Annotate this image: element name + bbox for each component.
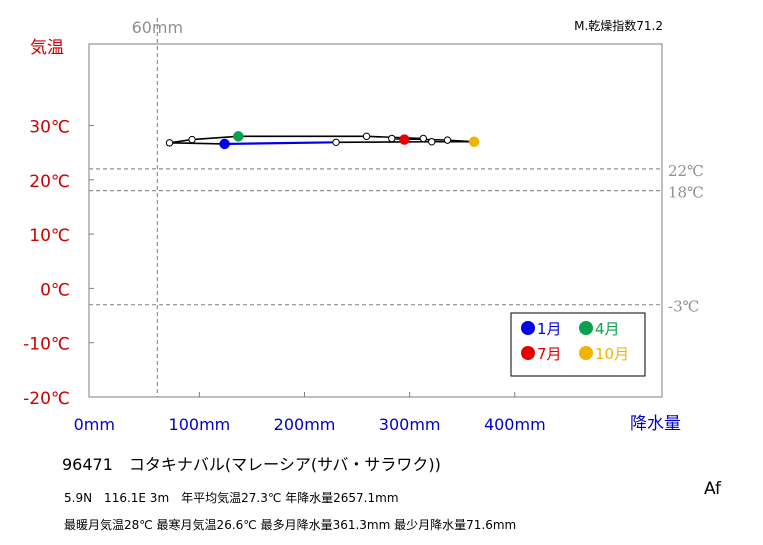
month-point-5 <box>362 132 371 141</box>
legend-marker-1 <box>521 321 535 335</box>
ref-label-temp-2: -3℃ <box>668 298 699 316</box>
legend-label-1: 1月 <box>537 320 562 338</box>
y-tick-label-5: -20℃ <box>23 389 70 409</box>
month-point-9 <box>443 136 452 144</box>
month-point-10 <box>468 136 480 148</box>
climate-series <box>165 131 480 150</box>
legend-marker-10 <box>579 346 593 360</box>
legend-marker-4 <box>579 321 593 335</box>
y-axis-title: 気温 <box>30 38 64 58</box>
annual-cycle-line <box>169 135 475 145</box>
month-point-11 <box>428 138 436 146</box>
legend: 1月 4月 7月 10月 <box>510 312 646 377</box>
y-tick-label-0: 30℃ <box>29 117 70 137</box>
station-stats-line2: 最暖月気温28℃ 最寒月気温26.6℃ 最多月降水量361.3mm 最少月降水量… <box>64 518 517 532</box>
month-point-6 <box>419 134 428 143</box>
legend-label-7: 7月 <box>537 345 562 363</box>
dryness-index-label: M.乾燥指数71.2 <box>574 18 663 33</box>
month-point-3 <box>188 135 196 144</box>
ref-label-temp-1: 18℃ <box>668 184 704 202</box>
x-tick-label-0: 0mm <box>74 415 115 434</box>
month-point-12 <box>332 138 340 146</box>
legend-marker-7 <box>521 346 535 360</box>
y-tick-label-1: 20℃ <box>29 172 70 192</box>
x-tick-label-4: 400mm <box>484 415 546 434</box>
month-point-1 <box>219 138 230 150</box>
x-axis: 0mm 100mm 200mm 300mm 400mm <box>74 392 546 434</box>
x-tick-label-2: 200mm <box>274 415 336 434</box>
ref-label-precip: 60mm <box>132 18 184 37</box>
legend-label-10: 10月 <box>595 345 629 363</box>
station-name: 96471 コタキナバル(マレーシア(サバ・サラワク)) <box>62 455 441 474</box>
y-tick-label-4: -10℃ <box>23 335 70 355</box>
month-point-4 <box>233 131 244 142</box>
month-point-8 <box>388 134 396 143</box>
climate-class: Af <box>704 479 722 499</box>
x-tick-label-3: 300mm <box>379 415 441 434</box>
climograph-chart: 22℃ 18℃ -3℃ 60mm 0mm 100mm 200mm 300mm 400mm 30… <box>23 18 704 434</box>
x-axis-title: 降水量 <box>630 414 681 434</box>
legend-label-4: 4月 <box>595 320 620 338</box>
x-tick-label-1: 100mm <box>169 415 231 434</box>
ref-label-temp-0: 22℃ <box>668 162 704 180</box>
month-point-2 <box>165 139 174 147</box>
station-stats-line1: 5.9N 116.1E 3m 年平均気温27.3℃ 年降水量2657.1mm <box>64 491 399 505</box>
dec-jan-segment <box>224 141 337 146</box>
reference-lines: 22℃ 18℃ -3℃ 60mm <box>89 18 704 397</box>
month-point-7 <box>399 134 410 145</box>
y-tick-label-2: 10℃ <box>29 226 70 246</box>
y-tick-label-3: 0℃ <box>40 280 70 300</box>
y-axis: 30℃ 20℃ 10℃ 0℃ -10℃ -20℃ <box>23 117 94 409</box>
